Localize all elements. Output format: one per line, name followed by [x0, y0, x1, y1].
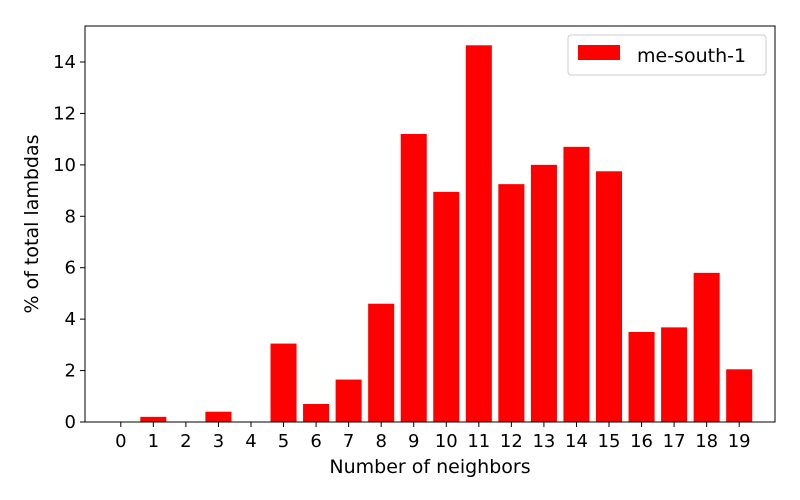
x-tick-label: 8 [375, 431, 386, 452]
bar-1 [140, 416, 167, 422]
legend-swatch [578, 45, 620, 60]
bar-9 [400, 134, 427, 422]
bar-14 [563, 146, 590, 422]
x-tick-label: 10 [435, 431, 458, 452]
plot-frame [84, 25, 776, 423]
bar-19 [726, 369, 753, 422]
x-tick-label: 12 [500, 431, 523, 452]
bar-11 [465, 45, 492, 423]
x-tick-label: 0 [115, 431, 126, 452]
x-tick-label: 16 [630, 431, 653, 452]
y-axis-label: % of total lambdas [21, 134, 43, 313]
y-tick-label: 8 [65, 206, 76, 227]
x-tick-label: 4 [245, 431, 256, 452]
x-tick-label: 3 [213, 431, 224, 452]
legend-label: me-south-1 [637, 45, 746, 67]
y-tick-label: 10 [53, 155, 76, 176]
bar-16 [628, 332, 655, 422]
x-tick-label: 2 [180, 431, 191, 452]
y-axis-ticks: 0 2 4 6 8 10 12 14 [53, 52, 85, 433]
bar-3 [205, 411, 232, 422]
bar-6 [303, 404, 330, 422]
y-tick-label: 4 [65, 309, 76, 330]
y-tick-label: 2 [65, 361, 76, 382]
x-tick-label: 18 [695, 431, 718, 452]
bar-18 [693, 272, 720, 422]
bar-13 [530, 164, 557, 422]
x-tick-label: 5 [278, 431, 289, 452]
x-axis-label: Number of neighbors [329, 456, 530, 478]
y-tick-label: 12 [53, 103, 76, 124]
x-tick-label: 6 [310, 431, 321, 452]
x-tick-label: 14 [565, 431, 588, 452]
x-tick-label: 7 [343, 431, 354, 452]
x-tick-label: 11 [467, 431, 490, 452]
x-tick-label: 1 [148, 431, 159, 452]
y-tick-label: 6 [65, 258, 76, 279]
x-tick-label: 13 [532, 431, 555, 452]
x-axis-ticks: 0 1 2 3 4 5 6 7 8 9 10 11 12 13 14 15 16 17 18 19 [115, 422, 751, 452]
legend: me-south-1 [567, 34, 767, 76]
bar-7 [335, 379, 362, 422]
bar-15 [595, 171, 623, 422]
x-tick-label: 15 [598, 431, 621, 452]
bar-8 [368, 303, 395, 422]
y-tick-label: 0 [65, 412, 76, 433]
bars-group [140, 45, 753, 423]
x-tick-label: 19 [728, 431, 751, 452]
bar-17 [661, 327, 688, 422]
x-tick-label: 17 [663, 431, 686, 452]
y-tick-label: 14 [53, 52, 76, 73]
bar-12 [498, 184, 525, 422]
x-tick-label: 9 [408, 431, 419, 452]
bar-10 [433, 191, 460, 422]
bar-5 [270, 343, 297, 422]
